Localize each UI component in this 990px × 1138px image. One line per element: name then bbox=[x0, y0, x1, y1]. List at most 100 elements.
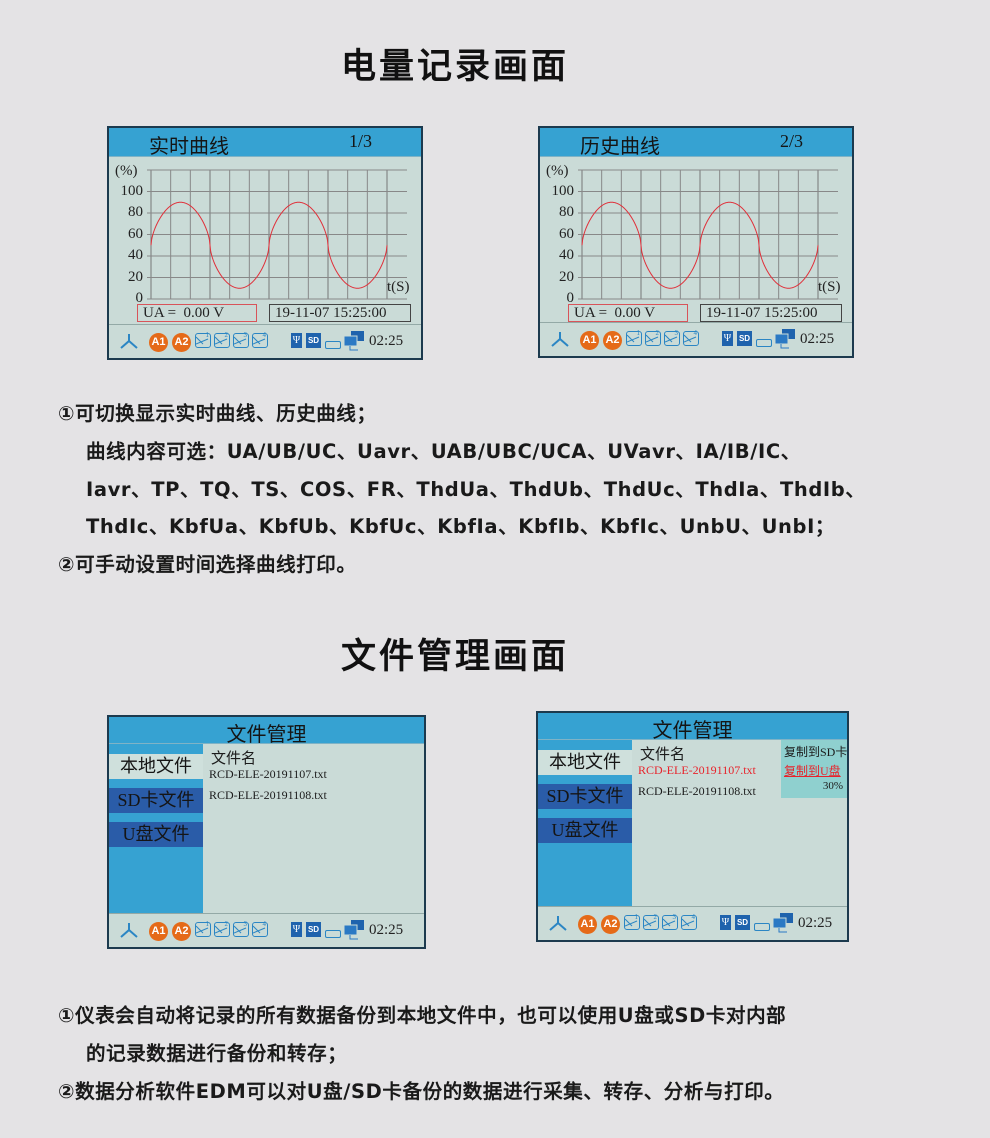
screen-title: 实时曲线 bbox=[149, 136, 229, 158]
section1-line: 曲线内容可选：UA/UB/UC、Uavr、UAB/UBC/UCA、UVavr、I… bbox=[86, 440, 801, 463]
page-indicator[interactable]: 1/3 bbox=[349, 131, 373, 151]
status-bar: A1 A2 1 2 3 4 Ψ SD 02:25 bbox=[109, 913, 424, 947]
section1-line: ②可手动设置时间选择曲线打印。 bbox=[58, 553, 357, 576]
file-name-header: 文件名 bbox=[211, 751, 257, 767]
x-unit-label: t(S) bbox=[818, 279, 841, 295]
relay-1-icon: 1 bbox=[626, 329, 642, 346]
serial-port-icon bbox=[325, 930, 341, 938]
section1-line: Iavr、TP、TQ、TS、COS、FR、ThdUa、ThdUb、ThdUc、T… bbox=[86, 478, 866, 501]
relay-3-icon: 3 bbox=[662, 913, 678, 930]
y-tick-label: 0 bbox=[135, 290, 144, 306]
datetime-box: 19-11-07 15:25:00 bbox=[269, 304, 411, 322]
page-indicator[interactable]: 2/3 bbox=[780, 131, 804, 151]
section1-title: 电量记录画面 bbox=[340, 47, 569, 87]
person-icon bbox=[548, 914, 568, 937]
network-icon bbox=[343, 330, 365, 357]
clock-time: 02:25 bbox=[369, 333, 404, 349]
alarm-a1-icon: A1 bbox=[149, 922, 168, 941]
y-tick-label: 20 bbox=[559, 268, 574, 285]
copy-to-sd-option[interactable]: 复制到SD卡 bbox=[784, 745, 848, 759]
section2-title: 文件管理画面 bbox=[340, 637, 569, 677]
relay-1-icon: 1 bbox=[624, 913, 640, 930]
person-icon bbox=[119, 921, 139, 944]
title-bar: 文件管理 bbox=[538, 713, 847, 742]
relay-number: 3 bbox=[674, 329, 679, 337]
y-tick-label: 20 bbox=[128, 268, 143, 285]
relay-2-icon: 2 bbox=[643, 913, 659, 930]
section1-line: ①可切换显示实时曲线、历史曲线； bbox=[58, 402, 377, 425]
network-icon bbox=[772, 912, 794, 939]
file-list-item[interactable]: RCD-ELE-20191108.txt bbox=[638, 784, 756, 798]
clock-time: 02:25 bbox=[369, 922, 404, 938]
datetime-box: 19-11-07 15:25:00 bbox=[700, 304, 842, 322]
tab-local-files[interactable]: 本地文件 bbox=[538, 750, 632, 775]
sd-card-icon: SD bbox=[737, 331, 752, 346]
title-bar: 实时曲线 1/3 bbox=[109, 128, 421, 158]
relay-3-icon: 3 bbox=[233, 920, 249, 937]
sd-card-icon: SD bbox=[306, 922, 321, 937]
section2-line: 的记录数据进行备份和转存； bbox=[86, 1042, 348, 1065]
relay-number: 1 bbox=[205, 920, 210, 928]
section2-line: ①仪表会自动将记录的所有数据备份到本地文件中，也可以使用U盘或SD卡对内部 bbox=[58, 1004, 787, 1027]
tab-usb-files[interactable]: U盘文件 bbox=[109, 822, 203, 847]
network-icon bbox=[774, 328, 796, 355]
series-curve bbox=[150, 201, 388, 289]
network-icon bbox=[343, 919, 365, 946]
relay-number: 1 bbox=[205, 331, 210, 339]
relay-number: 3 bbox=[243, 920, 248, 928]
y-tick-label: 60 bbox=[559, 225, 574, 242]
file-manager-copy-screen: 文件管理 本地文件 SD卡文件 U盘文件 文件名 RCD-ELE-20191107.txt… bbox=[536, 711, 849, 942]
relay-number: 3 bbox=[243, 331, 248, 339]
section1-line: ThdIc、KbfUa、KbfUb、KbfUc、KbfIa、KbfIb、KbfI… bbox=[86, 515, 836, 538]
y-tick-label: 40 bbox=[128, 247, 143, 263]
title-bar: 历史曲线 2/3 bbox=[540, 128, 852, 158]
status-bar: A1 A2 1 2 3 4 Ψ SD 02:25 bbox=[538, 906, 847, 940]
y-tick-label: 100 bbox=[551, 182, 575, 199]
file-list-item[interactable]: RCD-ELE-20191107.txt bbox=[209, 767, 327, 781]
screen-title: 文件管理 bbox=[226, 724, 307, 746]
relay-2-icon: 2 bbox=[214, 331, 230, 348]
tab-local-files[interactable]: 本地文件 bbox=[109, 754, 203, 779]
status-bar: A1 A2 1 2 3 4 Ψ SD 02:25 bbox=[109, 324, 421, 358]
alarm-a2-icon: A2 bbox=[603, 331, 622, 350]
usb-icon: Ψ bbox=[291, 333, 302, 348]
file-manager-screen: 文件管理本地文件 SD卡文件 U盘文件 文件名 RCD-ELE-20191107.txt… bbox=[107, 715, 426, 949]
title-bar: 文件管理 bbox=[109, 717, 424, 746]
relay-number: 2 bbox=[653, 913, 658, 921]
alarm-a2-icon: A2 bbox=[172, 922, 191, 941]
usb-icon: Ψ bbox=[291, 922, 302, 937]
relay-number: 1 bbox=[634, 913, 639, 921]
tab-usb-files[interactable]: U盘文件 bbox=[538, 818, 632, 843]
relay-2-icon: 2 bbox=[214, 920, 230, 937]
status-bar: A1 A2 1 2 3 4 Ψ SD 02:25 bbox=[540, 322, 852, 356]
tab-sd-files[interactable]: SD卡文件 bbox=[109, 788, 203, 813]
reading-box: UA = 0.00 V bbox=[568, 304, 688, 322]
section2-line: ②数据分析软件EDM可以对U盘/SD卡备份的数据进行采集、转存、分析与打印。 bbox=[58, 1080, 785, 1103]
relay-number: 2 bbox=[224, 920, 229, 928]
relay-4-icon: 4 bbox=[252, 331, 268, 348]
relay-number: 2 bbox=[655, 329, 660, 337]
file-source-sidebar: 本地文件 SD卡文件 U盘文件 bbox=[109, 744, 203, 916]
file-list-item[interactable]: RCD-ELE-20191108.txt bbox=[209, 788, 327, 802]
relay-1-icon: 1 bbox=[195, 920, 211, 937]
tab-sd-files[interactable]: SD卡文件 bbox=[538, 784, 632, 809]
relay-3-icon: 3 bbox=[664, 329, 680, 346]
alarm-a2-icon: A2 bbox=[601, 915, 620, 934]
history-curve-screen: 历史曲线 2/3 (%) 100 80 60 40 20 0 t(S) UA = 0.00 V 19-… bbox=[538, 126, 854, 358]
relay-number: 1 bbox=[636, 329, 641, 337]
screen-title: 历史曲线 bbox=[580, 136, 660, 158]
relay-4-icon: 4 bbox=[681, 913, 697, 930]
relay-1-icon: 1 bbox=[195, 331, 211, 348]
sd-card-icon: SD bbox=[306, 333, 321, 348]
relay-number: 4 bbox=[262, 920, 267, 928]
file-list-item[interactable]: RCD-ELE-20191107.txt bbox=[638, 763, 756, 777]
relay-number: 4 bbox=[691, 913, 696, 921]
relay-2-icon: 2 bbox=[645, 329, 661, 346]
copy-to-usb-option[interactable]: 复制到U盘 bbox=[784, 764, 841, 778]
relay-number: 3 bbox=[672, 913, 677, 921]
serial-port-icon bbox=[325, 341, 341, 349]
file-source-sidebar: 本地文件 SD卡文件 U盘文件 bbox=[538, 740, 632, 908]
realtime-curve-screen: 实时曲线 1/3 (%) 100 80 60 40 20 0 t(S) UA = 0.00 V 19-… bbox=[107, 126, 423, 360]
alarm-a1-icon: A1 bbox=[580, 331, 599, 350]
usb-icon: Ψ bbox=[722, 331, 733, 346]
